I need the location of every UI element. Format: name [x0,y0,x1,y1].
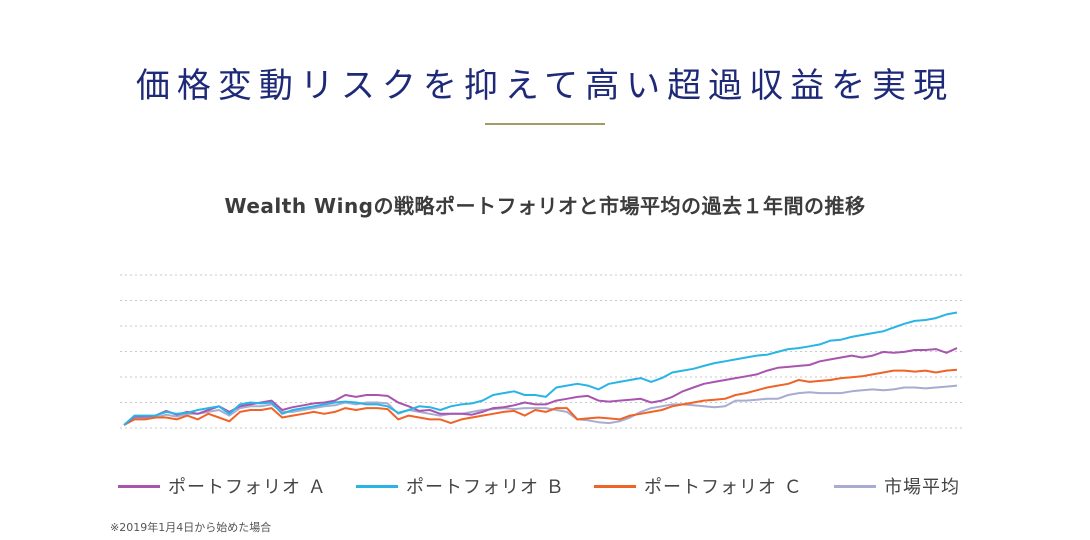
legend-swatch-market-average [834,484,876,488]
legend-swatch-portfolio-b [356,484,398,488]
legend-item-portfolio-c: ポートフォリオ Ｃ [594,472,803,500]
legend-item-portfolio-b: ポートフォリオ Ｂ [356,472,565,500]
series-line-portfolio-c [123,368,958,426]
title-divider [485,123,605,125]
legend-swatch-portfolio-c [594,484,636,488]
legend-label-market-average: 市場平均 [884,477,960,498]
series-line-portfolio-b [123,311,958,426]
grid [120,274,965,429]
legend-label-portfolio-a: ポートフォリオ Ａ [168,477,327,498]
line-chart [120,274,965,429]
footnote: ※2019年1月4日から始めた場合 [110,521,272,534]
legend-label-portfolio-c: ポートフォリオ Ｃ [644,477,803,498]
chart-title: Wealth Wingの戦略ポートフォリオと市場平均の過去１年間の推移 [224,194,866,218]
legend: ポートフォリオ Ａ ポートフォリオ Ｂ ポートフォリオ Ｃ 市場平均 [118,472,978,500]
legend-swatch-portfolio-a [118,484,160,488]
legend-label-portfolio-b: ポートフォリオ Ｂ [406,477,565,498]
legend-item-market-average: 市場平均 [834,472,960,500]
series-line-market-average [123,384,958,426]
page-title: 価格変動リスクを抑えて高い超過収益を実現 [135,66,955,106]
series-lines [123,311,958,426]
legend-item-portfolio-a: ポートフォリオ Ａ [118,472,327,500]
series-line-portfolio-a [123,347,958,426]
